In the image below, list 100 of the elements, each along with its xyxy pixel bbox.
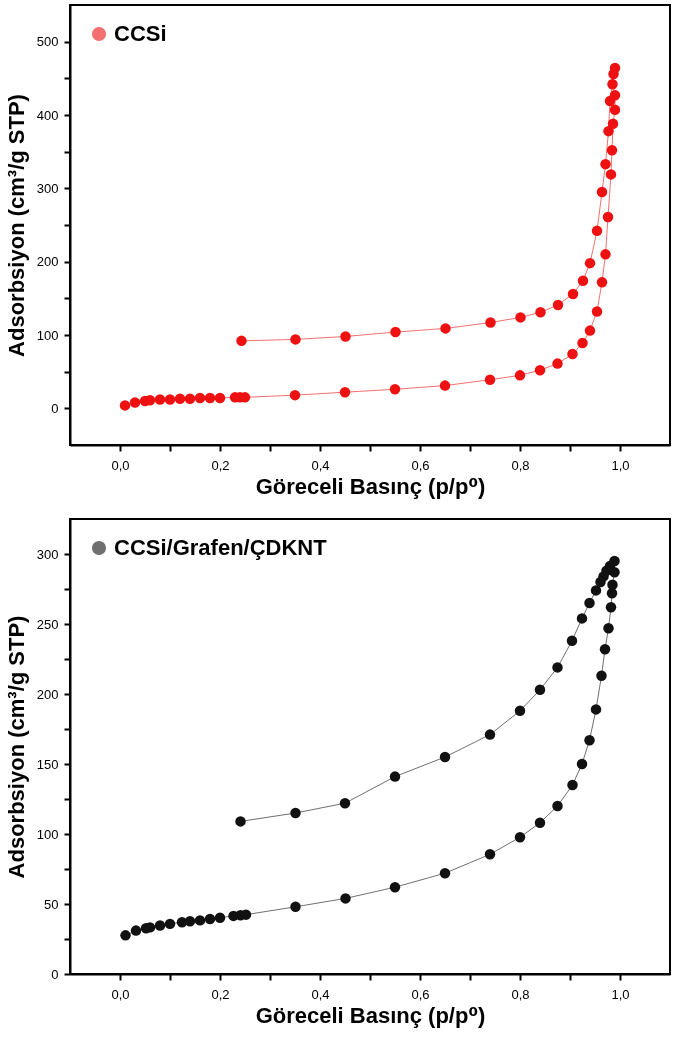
point [484, 849, 496, 860]
point [591, 306, 603, 317]
point [164, 918, 176, 930]
point [515, 312, 526, 323]
x-tick-label: 0,4 [311, 457, 330, 473]
point [154, 920, 166, 931]
point [590, 585, 602, 596]
y-tick-label: 100 [36, 327, 59, 343]
point [214, 392, 226, 404]
point [484, 729, 496, 740]
point [389, 771, 401, 782]
point [484, 374, 496, 385]
point [194, 392, 206, 404]
point [119, 400, 131, 411]
point [130, 925, 142, 936]
point [609, 62, 621, 74]
x-tick-label: 0,2 [211, 457, 230, 473]
x-tick-label: 0,2 [211, 986, 230, 1002]
point [290, 901, 301, 913]
point [290, 334, 301, 345]
point [236, 335, 247, 347]
y-axis-title: Adsorbsiyon (cm³/g STP) [3, 94, 29, 357]
legend-label: CCSi [114, 21, 167, 46]
point [606, 144, 618, 156]
x-axis-title: Göreceli Basınç (p/p⁰) [255, 1002, 486, 1028]
point [567, 779, 578, 791]
point [602, 211, 614, 223]
point [440, 323, 451, 334]
point [600, 158, 611, 170]
point [591, 225, 603, 237]
x-tick-label: 0,4 [311, 986, 330, 1002]
x-tick-label: 0,6 [411, 457, 430, 473]
point [289, 389, 301, 401]
point [129, 397, 141, 408]
point [439, 380, 451, 391]
point [552, 358, 563, 369]
point [599, 643, 611, 655]
point [340, 893, 351, 904]
point [604, 95, 616, 107]
legend-label: CCSi/Grafen/ÇDKNT [114, 535, 328, 560]
point [596, 186, 608, 198]
point [390, 326, 401, 338]
y-tick-label: 100 [36, 826, 59, 842]
point [584, 597, 595, 609]
point [439, 751, 451, 763]
point [577, 337, 588, 349]
point [576, 758, 588, 770]
y-tick-label: 150 [36, 756, 59, 772]
point [389, 384, 401, 395]
point [204, 913, 216, 925]
point [194, 915, 206, 926]
point [535, 307, 546, 318]
point [534, 684, 546, 696]
point [439, 867, 451, 879]
y-tick-label: 250 [36, 616, 59, 632]
point [204, 392, 216, 404]
point [164, 394, 176, 405]
x-tick-label: 1,0 [611, 986, 630, 1002]
x-tick-label: 1,0 [611, 457, 630, 473]
point [577, 275, 589, 286]
point [596, 670, 607, 682]
x-tick-label: 0,0 [111, 986, 130, 1002]
point [552, 800, 563, 812]
point [567, 288, 579, 300]
point [389, 881, 401, 893]
point [339, 386, 351, 398]
point [235, 816, 246, 827]
y-tick-label: 0 [51, 966, 59, 982]
point [609, 104, 621, 116]
y-tick-label: 0 [51, 400, 59, 416]
point [600, 249, 611, 260]
point [290, 807, 301, 819]
point [552, 662, 563, 673]
point [514, 705, 526, 717]
point [605, 601, 617, 613]
y-tick-label: 500 [36, 34, 59, 50]
point [184, 915, 196, 927]
y-tick-label: 200 [36, 686, 59, 702]
point [584, 257, 596, 269]
point [552, 299, 564, 311]
y-tick-label: 400 [36, 107, 59, 123]
point [485, 317, 496, 328]
point [596, 276, 608, 288]
point [590, 704, 602, 715]
point [567, 348, 578, 360]
point [603, 622, 614, 634]
x-tick-label: 0,6 [411, 986, 430, 1002]
point [514, 370, 526, 381]
point [607, 579, 618, 591]
y-tick-label: 200 [36, 254, 59, 270]
point [566, 635, 578, 647]
point [534, 364, 546, 376]
point [154, 394, 166, 405]
y-axis-title: Adsorbsiyon (cm³/g STP) [3, 615, 29, 879]
point [584, 734, 595, 746]
point [174, 393, 186, 405]
y-tick-label: 300 [36, 180, 59, 196]
x-tick-label: 0,8 [511, 986, 530, 1002]
point [214, 912, 226, 923]
point [514, 831, 526, 843]
